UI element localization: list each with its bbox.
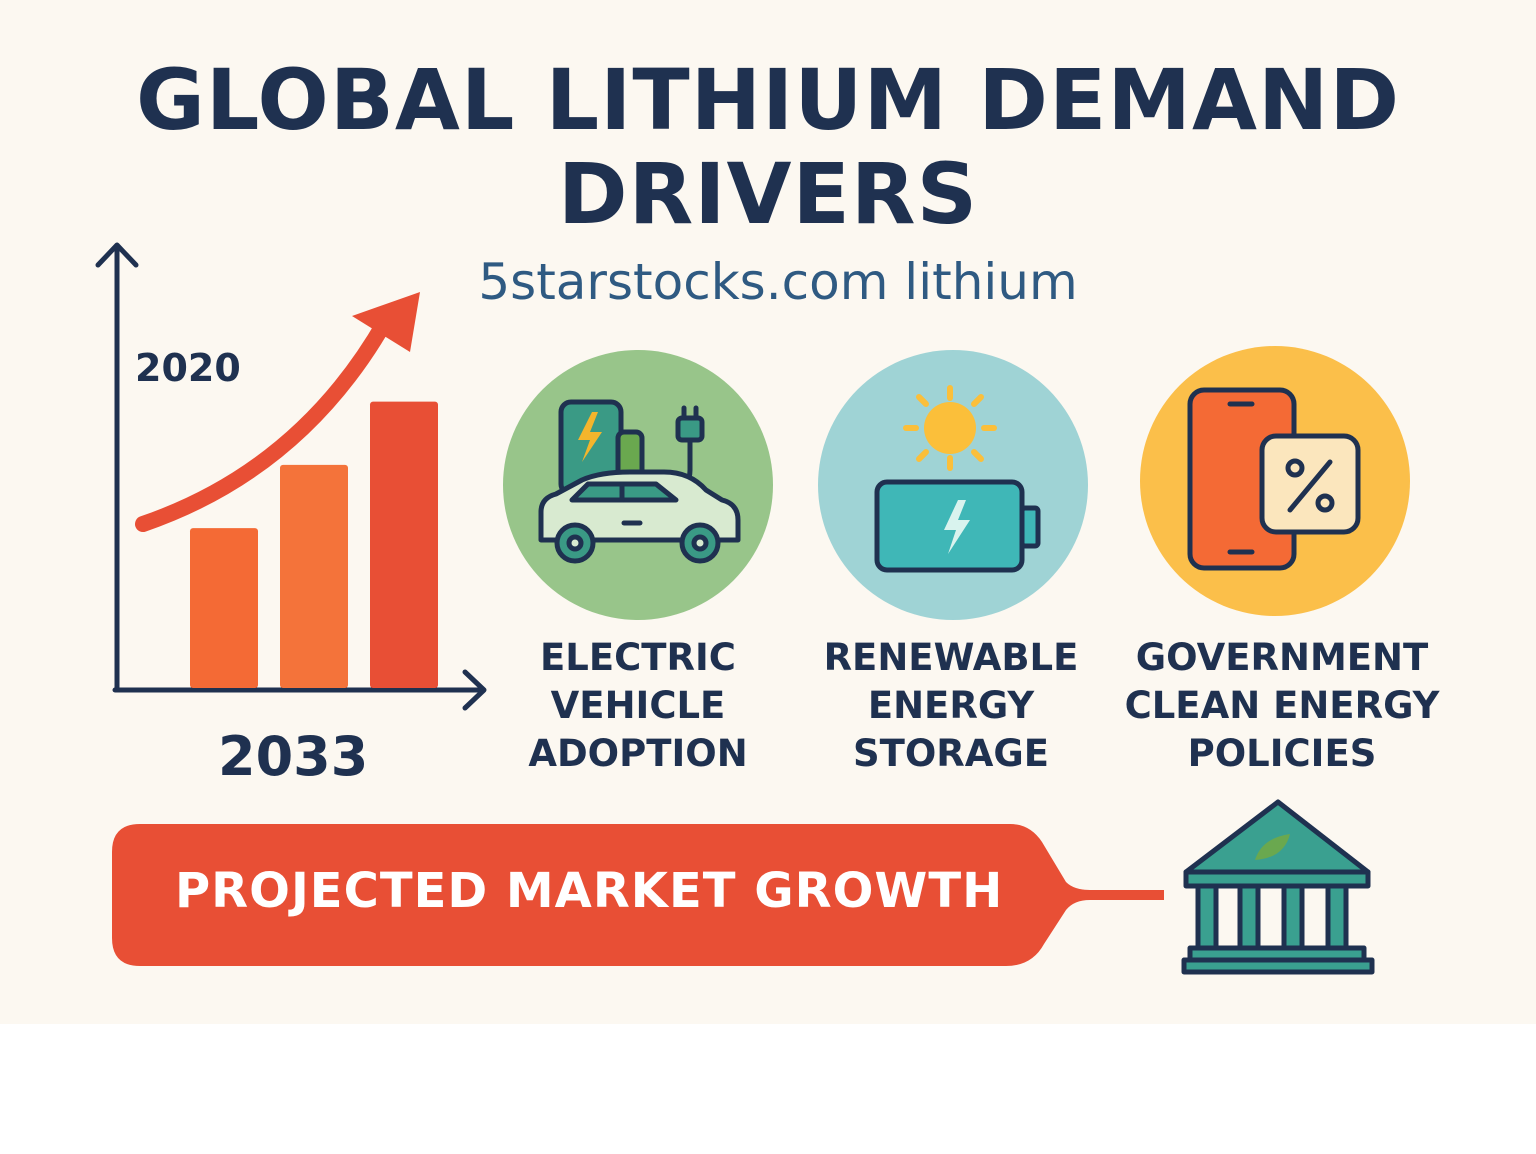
renewable-label-line: RENEWABLE: [823, 636, 1079, 679]
subtitle: 5starstocks.com lithium: [478, 253, 1078, 311]
renewable-label-line: ENERGY: [867, 684, 1035, 727]
policy-label-line: POLICIES: [1187, 732, 1377, 775]
trend-arrow: [135, 292, 420, 532]
policy-driver-label: GOVERNMENT CLEAN ENERGY POLICIES: [1122, 634, 1442, 778]
policy-label-line: CLEAN ENERGY: [1124, 684, 1440, 727]
ev-driver-label: ELECTRIC VEHICLE ADOPTION: [478, 634, 798, 778]
chart-bar: [190, 528, 258, 688]
y-axis-arrowhead: [95, 242, 139, 268]
ev-label-line: VEHICLE: [550, 684, 726, 727]
banner-graphics: [112, 799, 1375, 975]
battery-sun-icon: [874, 385, 1041, 573]
chart-bar: [280, 464, 348, 688]
title-line-1: GLOBAL LITHIUM DEMAND: [135, 51, 1401, 149]
renewable-label-line: STORAGE: [852, 732, 1050, 775]
end-year-label: 2033: [218, 725, 369, 788]
renewable-driver-label: RENEWABLE ENERGY STORAGE: [791, 634, 1111, 778]
x-axis-arrowhead: [462, 669, 487, 711]
title-line-2: DRIVERS: [557, 145, 979, 243]
projected-growth-banner: [112, 824, 1164, 966]
banner-text: PROJECTED MARKET GROWTH: [175, 863, 1004, 919]
ev-label-line: ADOPTION: [528, 732, 748, 775]
policy-label-line: GOVERNMENT: [1135, 636, 1429, 679]
chart-axes: [95, 242, 487, 711]
ev-label-line: ELECTRIC: [540, 636, 736, 679]
ev-charging-icon: [538, 399, 741, 564]
phone-percent-icon: [1187, 387, 1361, 571]
government-building-icon: [1181, 799, 1375, 975]
chart-bar: [370, 401, 438, 688]
driver-icons: [538, 385, 1361, 573]
chart-bars: [190, 401, 438, 688]
growth-chart: [95, 242, 487, 711]
start-year-label: 2020: [135, 346, 241, 390]
